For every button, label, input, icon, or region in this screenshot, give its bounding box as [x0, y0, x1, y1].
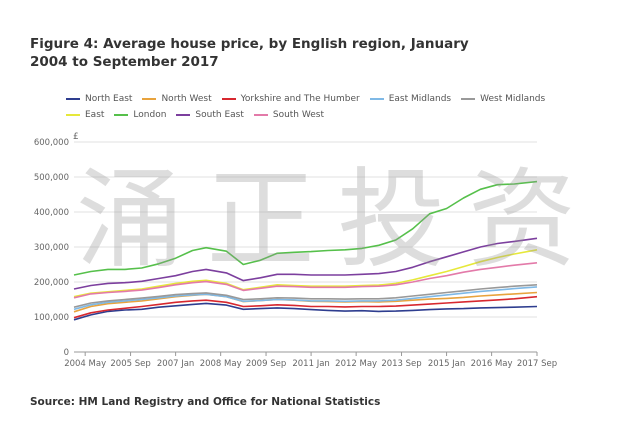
legend-row-1: North East North West Yorkshire and The … — [66, 91, 586, 107]
x-tick-label: 2008 May — [200, 359, 242, 369]
legend-item-east[interactable]: East — [66, 110, 104, 120]
series-line-london — [73, 180, 538, 276]
legend-item-south-west[interactable]: South West — [253, 110, 325, 120]
chart-legend: North East North West Yorkshire and The … — [66, 91, 586, 123]
chart-title: Figure 4: Average house price, by Englis… — [30, 35, 590, 71]
series-lines — [73, 180, 538, 321]
x-tick-label: 2013 Sep — [381, 359, 421, 369]
x-tick-label: 2017 Sep — [517, 359, 557, 369]
x-tick-label: 2004 May — [64, 359, 106, 369]
x-tick-label: 2005 Sep — [110, 359, 150, 369]
x-tick-label: 2007 Jan — [157, 359, 194, 369]
legend-swatch — [176, 114, 191, 116]
x-tick-label: 2015 Jan — [428, 359, 465, 369]
series-line-east — [73, 249, 538, 298]
y-tick-label: 100,000 — [34, 313, 69, 323]
series-line-south-east — [73, 237, 538, 290]
x-tick-label: 2012 May — [335, 359, 377, 369]
legend-swatch — [66, 98, 80, 100]
legend-label: Yorkshire and The Humber — [240, 94, 360, 104]
legend-swatch — [221, 98, 236, 100]
legend-label: East — [85, 110, 105, 120]
x-tick-label: 2016 May — [471, 359, 513, 369]
y-tick-label: 200,000 — [34, 278, 69, 288]
legend-swatch — [66, 114, 80, 116]
legend-swatch — [253, 114, 268, 116]
y-tick-label: 400,000 — [34, 208, 69, 218]
legend-label: West Midlands — [480, 94, 546, 104]
x-tick-label: 2011 Jan — [292, 359, 329, 369]
y-axis-unit-label: £ — [73, 132, 79, 142]
grid-lines — [74, 141, 537, 353]
legend-item-north-west[interactable]: North West — [142, 94, 212, 104]
y-tick-label: 300,000 — [34, 243, 69, 253]
series-line-north-east — [73, 302, 538, 321]
y-tick-label: 500,000 — [34, 173, 69, 183]
x-tick-label: 2009 Sep — [246, 359, 286, 369]
series-line-yorkshire-and-the-humber — [73, 295, 538, 319]
legend-label: East Midlands — [388, 94, 452, 104]
legend-swatch — [142, 98, 157, 100]
legend-item-north-east[interactable]: North East — [66, 94, 132, 104]
legend-swatch — [461, 98, 476, 100]
legend-item-west-midlands[interactable]: West Midlands — [461, 94, 545, 104]
legend-item-london[interactable]: London — [114, 110, 166, 120]
chart-title-line-1: Figure 4: Average house price, by Englis… — [30, 36, 469, 52]
series-line-west-midlands — [73, 284, 538, 308]
legend-item-yorkshire[interactable]: Yorkshire and The Humber — [221, 94, 360, 104]
legend-row-2: East London South East South West — [66, 107, 586, 123]
legend-label: South East — [195, 110, 244, 120]
y-axis-ticks: 0 100,000 200,000 300,000 400,000 500,000 600,… — [34, 138, 69, 358]
series-line-south-west — [73, 262, 538, 299]
y-tick-label: 600,000 — [34, 138, 69, 148]
chart-title-line-2: 2004 to September 2017 — [30, 54, 219, 70]
source-note: Source: HM Land Registry and Office for … — [30, 396, 381, 408]
legend-swatch — [369, 98, 384, 100]
y-tick-label: 0 — [64, 348, 69, 358]
series-line-east-midlands — [73, 286, 538, 311]
legend-label: South West — [272, 110, 325, 120]
legend-label: North West — [161, 94, 212, 104]
legend-item-east-midlands[interactable]: East Midlands — [369, 94, 452, 104]
x-axis-ticks: 2004 May 2005 Sep 2007 Jan 2008 May 2009 Sep… — [64, 352, 557, 369]
legend-item-south-east[interactable]: South East — [176, 110, 244, 120]
legend-label: London — [133, 110, 167, 120]
legend-swatch — [114, 114, 129, 116]
legend-label: North East — [85, 94, 133, 104]
